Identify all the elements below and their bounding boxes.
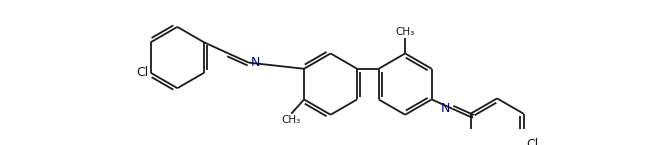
Text: N: N (251, 56, 261, 69)
Text: Cl: Cl (526, 138, 538, 145)
Text: CH₃: CH₃ (396, 27, 415, 37)
Text: N: N (441, 102, 450, 115)
Text: Cl: Cl (136, 66, 149, 79)
Text: CH₃: CH₃ (282, 115, 301, 125)
